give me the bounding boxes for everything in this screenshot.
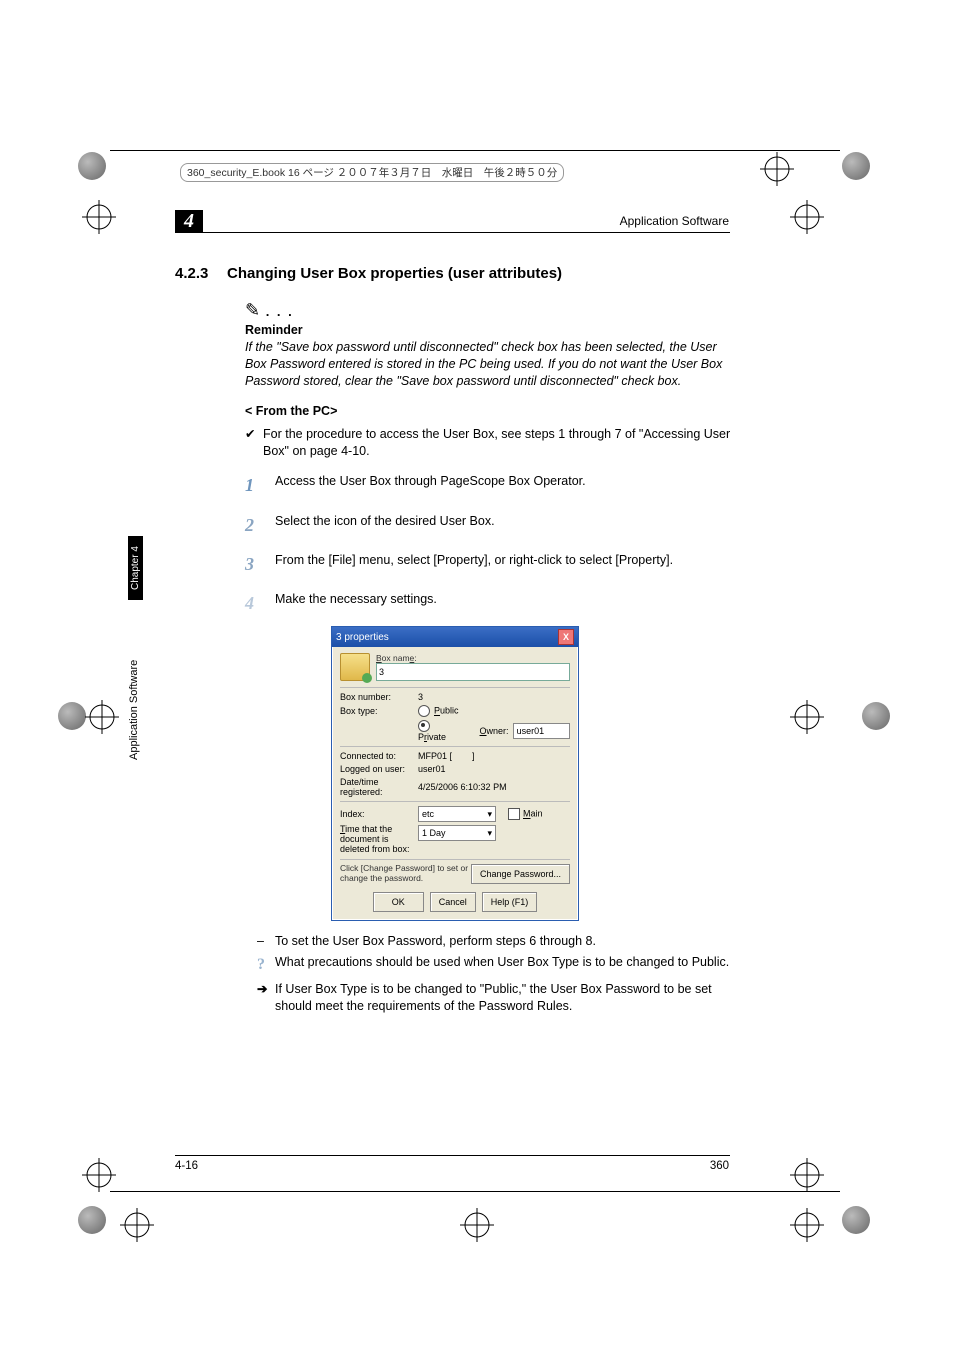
crop-mark bbox=[120, 1208, 154, 1242]
owner-label: Owner: bbox=[480, 726, 509, 736]
help-button[interactable]: Help (F1) bbox=[482, 892, 538, 912]
ok-button[interactable]: OK bbox=[373, 892, 424, 912]
owner-input[interactable]: user01 bbox=[513, 723, 570, 739]
step-number-3: 3 bbox=[245, 552, 275, 577]
change-password-button[interactable]: Change Password... bbox=[471, 864, 570, 884]
after-line-1: To set the User Box Password, perform st… bbox=[275, 933, 596, 951]
corner-dot-tr bbox=[842, 152, 870, 180]
step-2-text: Select the icon of the desired User Box. bbox=[275, 513, 495, 538]
index-select[interactable]: etc▾ bbox=[418, 806, 496, 822]
step-4-text: Make the necessary settings. bbox=[275, 591, 437, 616]
corner-dot-bl bbox=[78, 1206, 106, 1234]
step-number-4: 4 bbox=[245, 591, 275, 616]
delete-time-label: Time that the document is deleted from b… bbox=[340, 825, 418, 855]
datetime-value: 4/25/2006 6:10:32 PM bbox=[418, 782, 507, 792]
section-title: 4.2.3Changing User Box properties (user … bbox=[175, 265, 735, 282]
ellipsis-icon: . . . bbox=[260, 304, 294, 319]
logged-on-label: Logged on user: bbox=[340, 764, 418, 774]
sidebar-app-label: Application Software bbox=[128, 660, 140, 760]
box-number-label: Box number: bbox=[340, 692, 418, 702]
after-line-2: What precautions should be used when Use… bbox=[275, 954, 729, 976]
corner-dot-mr bbox=[862, 702, 890, 730]
footer-page-number: 4-16 bbox=[175, 1160, 198, 1172]
prereq-text: For the procedure to access the User Box… bbox=[263, 426, 735, 460]
crop-mark bbox=[460, 1208, 494, 1242]
box-number-value: 3 bbox=[418, 692, 423, 702]
datetime-label: Date/time registered: bbox=[340, 777, 418, 797]
box-name-label: Box name: bbox=[376, 653, 570, 663]
connected-to-label: Connected to: bbox=[340, 751, 418, 761]
dialog-title: 3 properties bbox=[336, 632, 389, 643]
prereq-line: ✔ For the procedure to access the User B… bbox=[245, 426, 735, 460]
dialog-titlebar: 3 properties X bbox=[332, 627, 578, 647]
step-3-text: From the [File] menu, select [Property],… bbox=[275, 552, 673, 577]
arrow-icon: ➔ bbox=[257, 981, 275, 1016]
connected-to-value: MFP01 [ ] bbox=[418, 751, 475, 761]
section-title-text: Changing User Box properties (user attri… bbox=[227, 265, 562, 282]
footer-rule bbox=[175, 1155, 730, 1156]
step-number-1: 1 bbox=[245, 473, 275, 498]
question-icon: ? bbox=[257, 954, 275, 976]
index-label: Index: bbox=[340, 809, 418, 819]
properties-dialog: 3 properties X Box name: 3 Box number: 3… bbox=[331, 626, 579, 921]
radio-public[interactable]: Public bbox=[418, 705, 459, 717]
step-number-2: 2 bbox=[245, 513, 275, 538]
reminder-label: Reminder bbox=[245, 323, 735, 337]
sidebar-chapter-tab: Chapter 4 bbox=[128, 536, 143, 600]
box-type-label: Box type: bbox=[340, 706, 418, 716]
after-line-3: If User Box Type is to be changed to "Pu… bbox=[275, 981, 735, 1016]
close-icon[interactable]: X bbox=[558, 629, 574, 645]
checkmark-icon: ✔ bbox=[245, 426, 263, 460]
step-1-text: Access the User Box through PageScope Bo… bbox=[275, 473, 586, 498]
box-icon bbox=[340, 653, 370, 681]
cancel-button[interactable]: Cancel bbox=[430, 892, 476, 912]
crop-mark bbox=[790, 1208, 824, 1242]
main-checkbox[interactable]: Main bbox=[508, 808, 543, 820]
from-pc-heading: < From the PC> bbox=[245, 404, 735, 418]
footer-model-number: 360 bbox=[710, 1160, 729, 1172]
password-hint: Click [Change Password] to set or change… bbox=[340, 864, 471, 883]
section-number: 4.2.3 bbox=[175, 265, 227, 282]
pen-icon: ✎ bbox=[245, 300, 260, 320]
box-name-input[interactable]: 3 bbox=[376, 663, 570, 681]
dash-bullet: – bbox=[257, 933, 275, 951]
corner-dot-tl bbox=[78, 152, 106, 180]
radio-private[interactable]: Private bbox=[418, 720, 462, 742]
corner-dot-br bbox=[842, 1206, 870, 1234]
reminder-text: If the "Save box password until disconne… bbox=[245, 339, 735, 390]
corner-dot-ml bbox=[58, 702, 86, 730]
logged-on-value: user01 bbox=[418, 764, 446, 774]
delete-time-select[interactable]: 1 Day▾ bbox=[418, 825, 496, 841]
trim-header: 360_security_E.book 16 ページ ２００７年３月７日 水曜日… bbox=[180, 163, 564, 182]
